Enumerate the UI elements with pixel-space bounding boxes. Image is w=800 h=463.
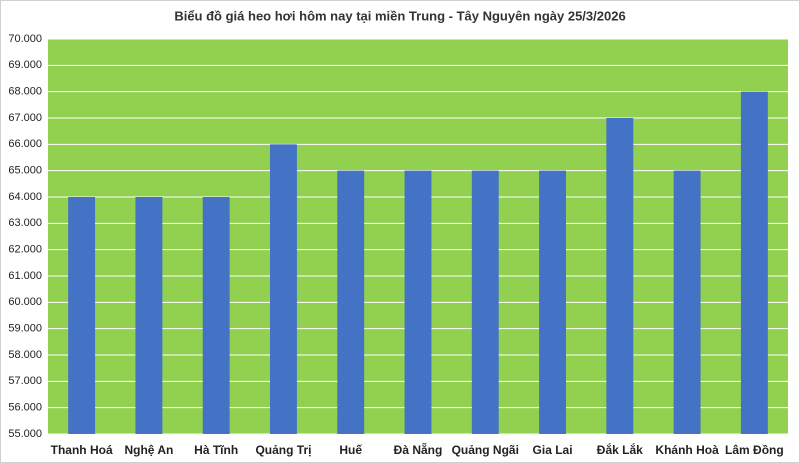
x-tick-label: Khánh Hoà	[655, 443, 719, 457]
y-tick-label: 70.000	[8, 33, 42, 45]
x-tick-label: Quảng Ngãi	[452, 443, 519, 457]
y-tick-label: 55.000	[8, 428, 42, 440]
y-tick-label: 66.000	[8, 138, 42, 150]
x-tick-label: Hà Tĩnh	[194, 443, 238, 457]
x-tick-label: Quảng Trị	[255, 443, 311, 457]
y-tick-label: 59.000	[8, 323, 42, 335]
bar	[673, 170, 701, 434]
y-tick-label: 58.000	[8, 349, 42, 361]
y-tick-label: 69.000	[8, 59, 42, 71]
bar	[270, 144, 297, 435]
x-tick-label: Thanh Hoá	[51, 443, 113, 457]
y-tick-label: 67.000	[8, 112, 42, 124]
chart-title: Biểu đồ giá heo hơi hôm nay tại miền Tru…	[174, 8, 625, 23]
bar	[135, 197, 163, 434]
bar	[202, 197, 230, 434]
y-tick-label: 61.000	[8, 270, 42, 282]
x-tick-label: Đắk Lắk	[597, 442, 643, 457]
x-tick-label: Huế	[339, 443, 362, 457]
y-tick-label: 60.000	[8, 296, 42, 308]
y-tick-label: 65.000	[8, 165, 42, 177]
x-tick-label: Nghệ An	[124, 443, 173, 457]
y-tick-label: 63.000	[8, 217, 42, 229]
y-tick-label: 68.000	[8, 86, 42, 98]
bar	[606, 118, 634, 434]
bar	[404, 170, 432, 434]
x-tick-label: Gia Lai	[533, 443, 573, 457]
y-tick-label: 64.000	[8, 191, 42, 203]
y-tick-label: 62.000	[8, 244, 42, 256]
bar	[68, 197, 96, 434]
x-tick-label: Đà Nẵng	[394, 442, 443, 457]
bar	[471, 170, 499, 434]
y-tick-label: 57.000	[8, 375, 42, 387]
bar	[539, 170, 566, 434]
bar	[740, 91, 768, 435]
x-tick-label: Lâm Đồng	[725, 443, 784, 457]
bar	[337, 170, 365, 434]
y-tick-label: 56.000	[8, 402, 42, 414]
